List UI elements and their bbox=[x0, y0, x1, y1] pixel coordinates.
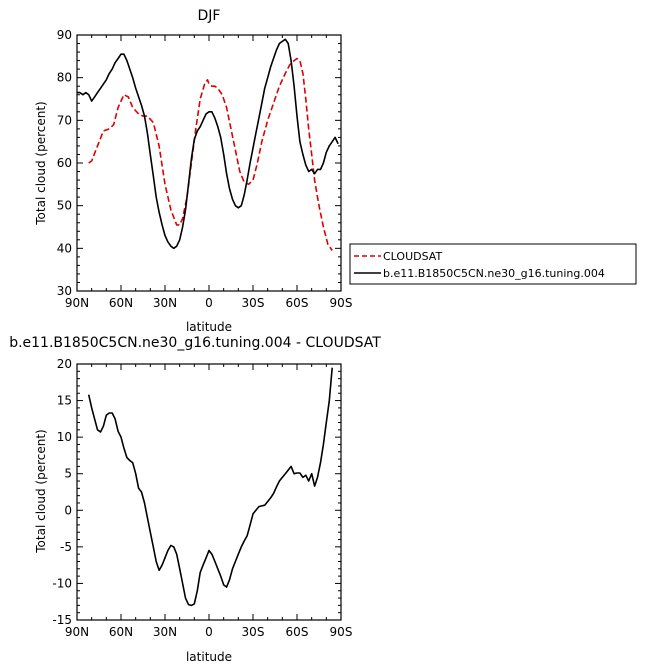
top-series bbox=[77, 38, 339, 251]
top-x-tick-label: 30S bbox=[242, 296, 265, 310]
bottom-y-tick-label: -15 bbox=[52, 613, 72, 627]
bottom-x-tick-label: 30N bbox=[153, 625, 177, 639]
legend-label-model: b.e11.B1850C5CN.ne30_g16.tuning.004 bbox=[383, 267, 605, 280]
bottom-series-line-difference bbox=[87, 367, 333, 607]
bottom-y-axis-label: Total cloud (percent) bbox=[34, 429, 48, 553]
legend: CLOUDSAT b.e11.B1850C5CN.ne30_g16.tuning… bbox=[349, 243, 637, 285]
bottom-x-tick-label: 90S bbox=[330, 625, 353, 639]
top-x-tick-label: 60S bbox=[286, 296, 309, 310]
top-panel: DJF Total cloud (percent) latitude 30 40 5… bbox=[34, 8, 637, 334]
top-y-tick-label: 90 bbox=[57, 28, 72, 42]
bottom-x-tick-label: 90N bbox=[65, 625, 89, 639]
bottom-x-tick-label: 0 bbox=[205, 625, 213, 639]
top-x-axis-label: latitude bbox=[186, 320, 232, 334]
bottom-x-tick-label: 60S bbox=[286, 625, 309, 639]
bottom-x-tick-label: 30S bbox=[242, 625, 265, 639]
bottom-panel: b.e11.B1850C5CN.ne30_g16.tuning.004 - CL… bbox=[9, 335, 381, 664]
top-x-tick-label: 30N bbox=[153, 296, 177, 310]
bottom-y-tick-label: 20 bbox=[57, 357, 72, 371]
bottom-series bbox=[87, 367, 333, 607]
top-y-tick-label: 40 bbox=[57, 241, 72, 255]
legend-box bbox=[349, 243, 637, 285]
top-x-tick-label: 90S bbox=[330, 296, 353, 310]
bottom-y-tick-label: -5 bbox=[60, 540, 72, 554]
bottom-chart-title: b.e11.B1850C5CN.ne30_g16.tuning.004 - CL… bbox=[9, 335, 381, 351]
bottom-y-tick-label: -10 bbox=[52, 576, 72, 590]
bottom-ticks: -15 -10 -5 0 5 10 15 20 90N 60N 30N 0 30S 60S 90S bbox=[52, 357, 352, 639]
top-y-tick-label: 70 bbox=[57, 113, 72, 127]
bottom-y-tick-label: 0 bbox=[64, 503, 72, 517]
top-y-tick-label: 60 bbox=[57, 156, 72, 170]
top-y-axis-label: Total cloud (percent) bbox=[34, 101, 48, 225]
top-y-tick-label: 80 bbox=[57, 71, 72, 85]
top-x-tick-label: 90N bbox=[65, 296, 89, 310]
bottom-y-tick-label: 10 bbox=[57, 430, 72, 444]
bottom-x-tick-label: 60N bbox=[109, 625, 133, 639]
top-series-line-cloudsat bbox=[88, 57, 333, 251]
bottom-y-tick-label: 5 bbox=[64, 467, 72, 481]
bottom-y-tick-label: 15 bbox=[57, 394, 72, 408]
bottom-plot-frame bbox=[76, 363, 342, 621]
top-x-tick-label: 60N bbox=[109, 296, 133, 310]
legend-label-cloudsat: CLOUDSAT bbox=[383, 250, 442, 263]
top-x-tick-label: 0 bbox=[205, 296, 213, 310]
top-chart-title: DJF bbox=[198, 8, 221, 24]
top-y-tick-label: 30 bbox=[57, 284, 72, 298]
bottom-x-axis-label: latitude bbox=[186, 650, 232, 664]
top-plot-frame bbox=[76, 34, 342, 292]
top-y-tick-label: 50 bbox=[57, 199, 72, 213]
top-series-line-model bbox=[77, 38, 339, 250]
